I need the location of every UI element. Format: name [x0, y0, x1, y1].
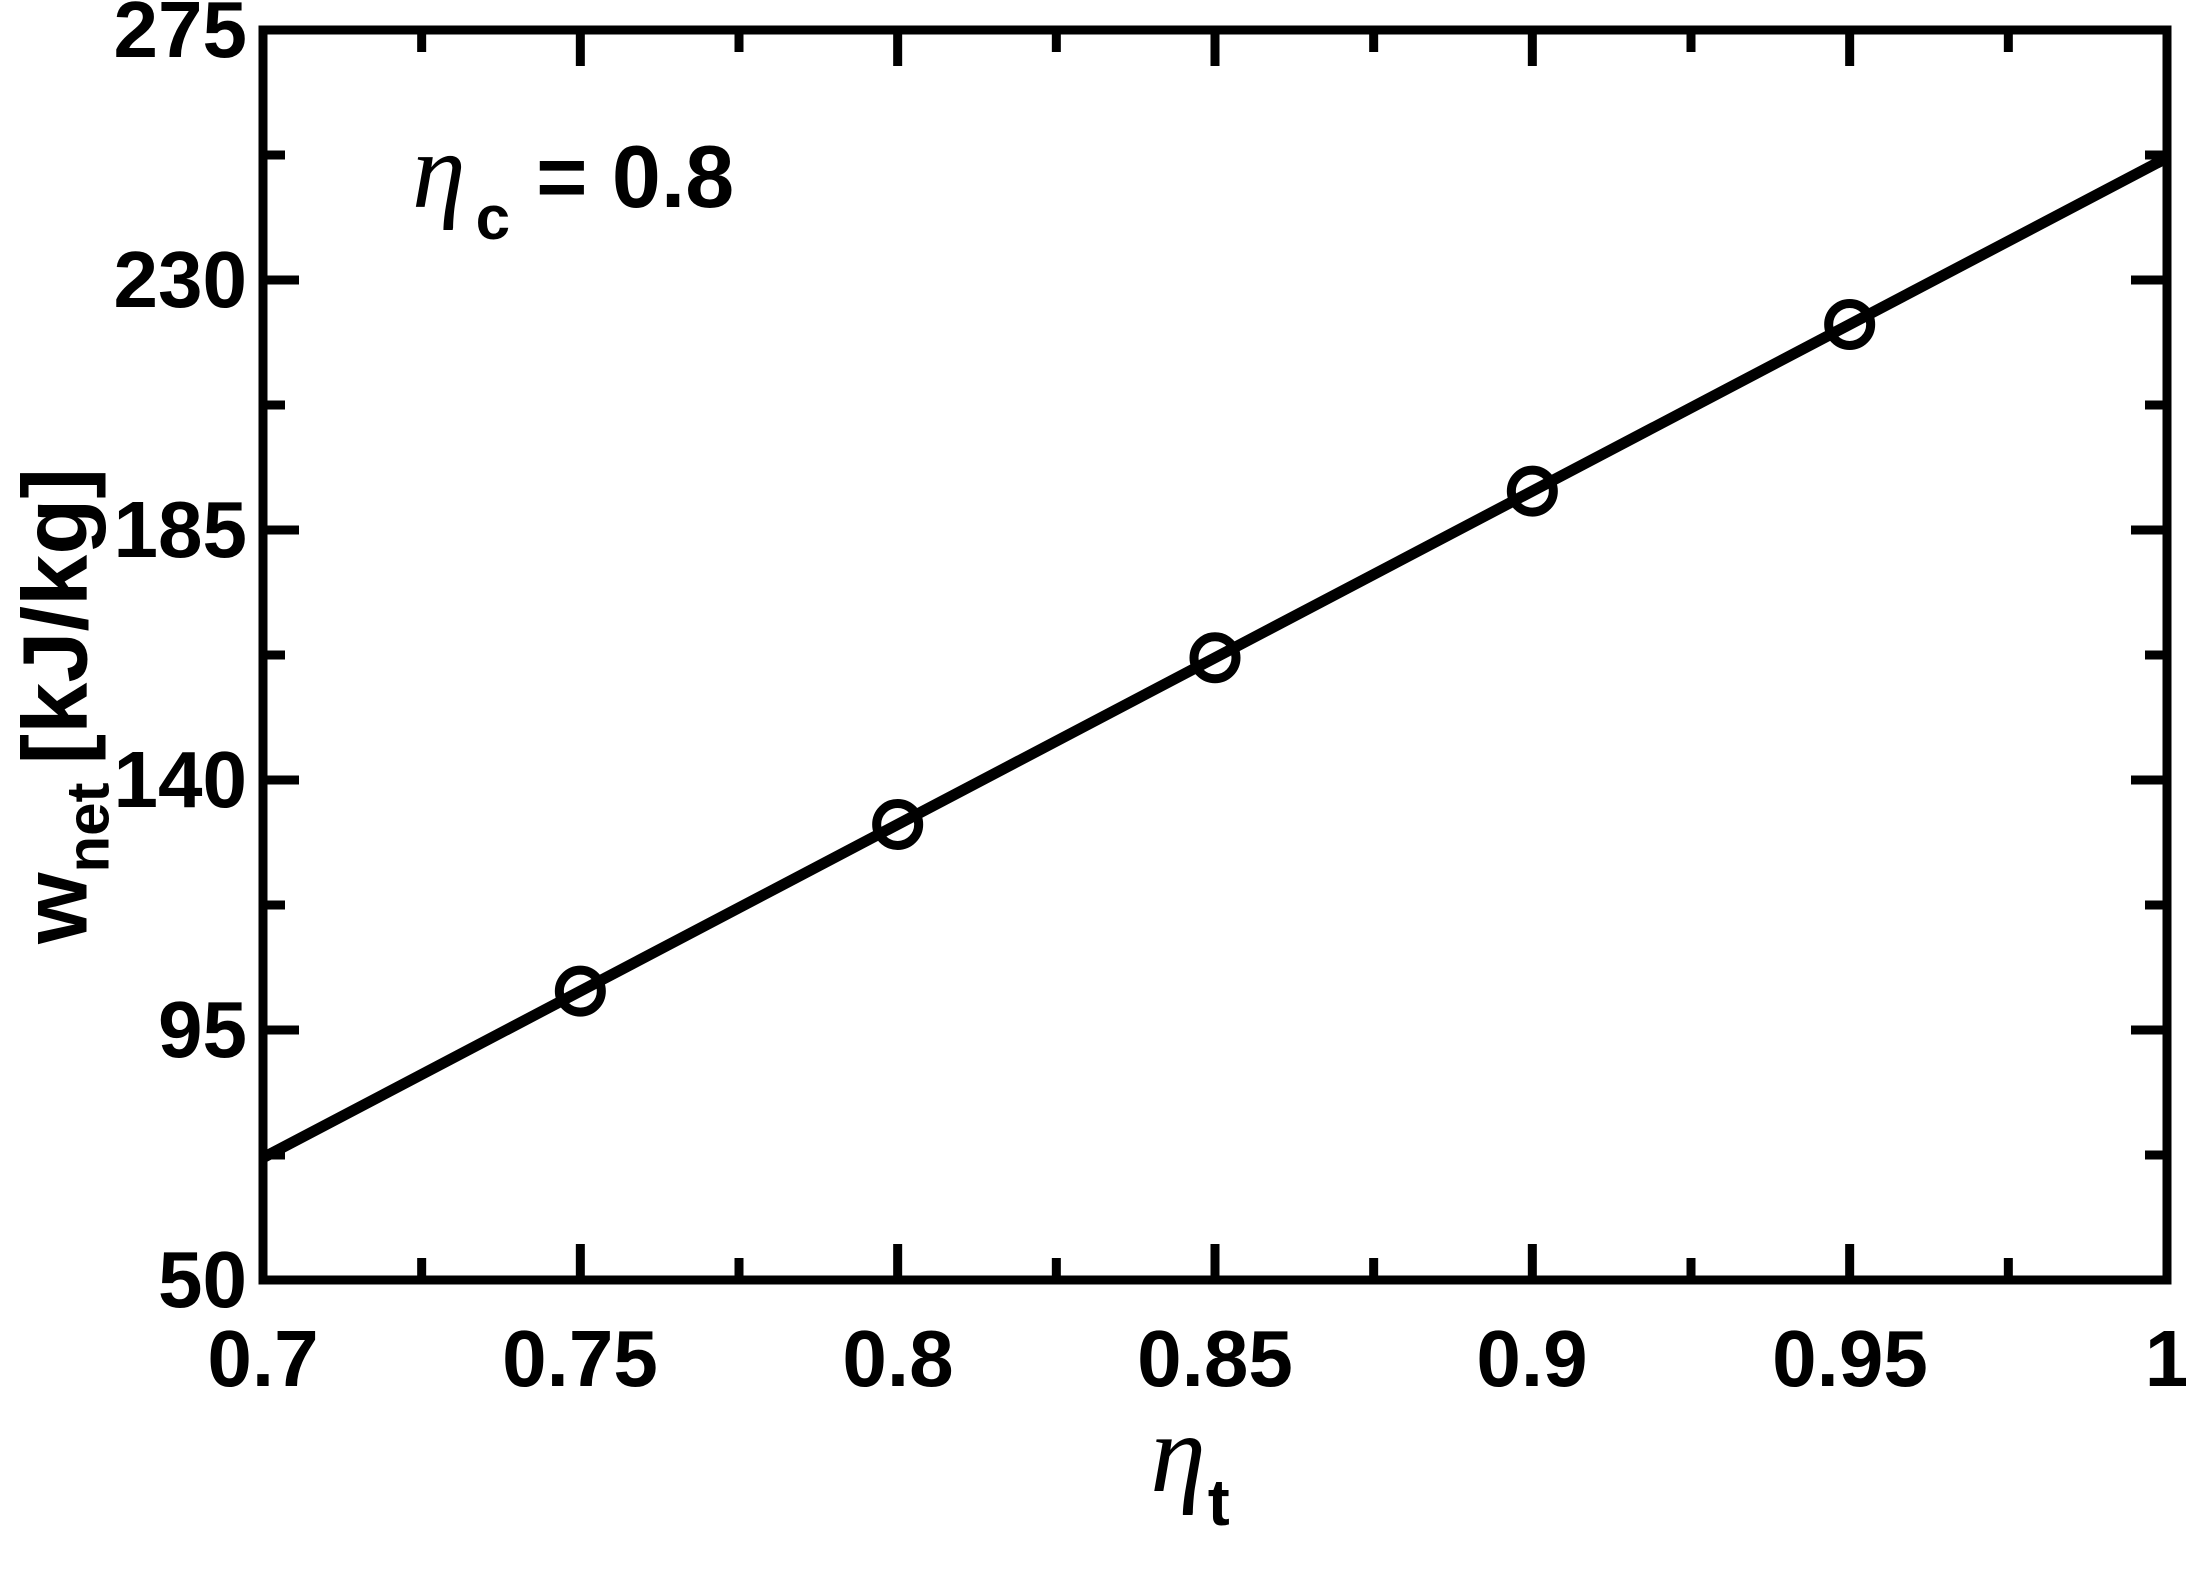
x-tick-label: 0.9	[1476, 1314, 1588, 1403]
y-tick-label: 140	[113, 735, 247, 824]
data-point-marker	[1824, 298, 1876, 350]
x-axis-subscript: t	[1207, 1465, 1230, 1539]
x-tick-label: 0.8	[842, 1314, 954, 1403]
y-axis-symbol: w	[4, 872, 107, 945]
y-axis-label: wnet [kJ/kg]	[5, 468, 122, 944]
data-point-marker	[1189, 632, 1241, 684]
annotation-eta-c: η c = 0.8	[412, 118, 734, 250]
data-point-marker	[872, 798, 924, 850]
data-point-marker	[554, 965, 606, 1017]
y-axis-subscript: net	[54, 782, 122, 873]
x-axis-label: ηt	[1150, 1398, 1230, 1535]
data-line	[260, 152, 2170, 1163]
y-tick-label: 95	[158, 985, 247, 1074]
y-tick-label: 275	[113, 0, 247, 74]
x-tick-label: 0.7	[207, 1314, 319, 1403]
x-tick-label: 0.75	[502, 1314, 658, 1403]
x-tick-label: 1	[2144, 1314, 2186, 1403]
y-tick-label: 185	[113, 485, 247, 574]
x-axis-eta-symbol: η	[1150, 1392, 1206, 1516]
y-tick-label: 230	[113, 235, 247, 324]
y-axis-units: [kJ/kg]	[4, 467, 107, 765]
x-tick-label: 0.85	[1137, 1314, 1293, 1403]
annotation-value: = 0.8	[536, 127, 735, 226]
data-point-marker	[1506, 465, 1558, 517]
annotation-subscript: c	[475, 184, 511, 253]
x-tick-label: 0.95	[1772, 1314, 1928, 1403]
annotation-eta-symbol: η	[412, 112, 466, 231]
y-tick-label: 50	[158, 1235, 247, 1324]
